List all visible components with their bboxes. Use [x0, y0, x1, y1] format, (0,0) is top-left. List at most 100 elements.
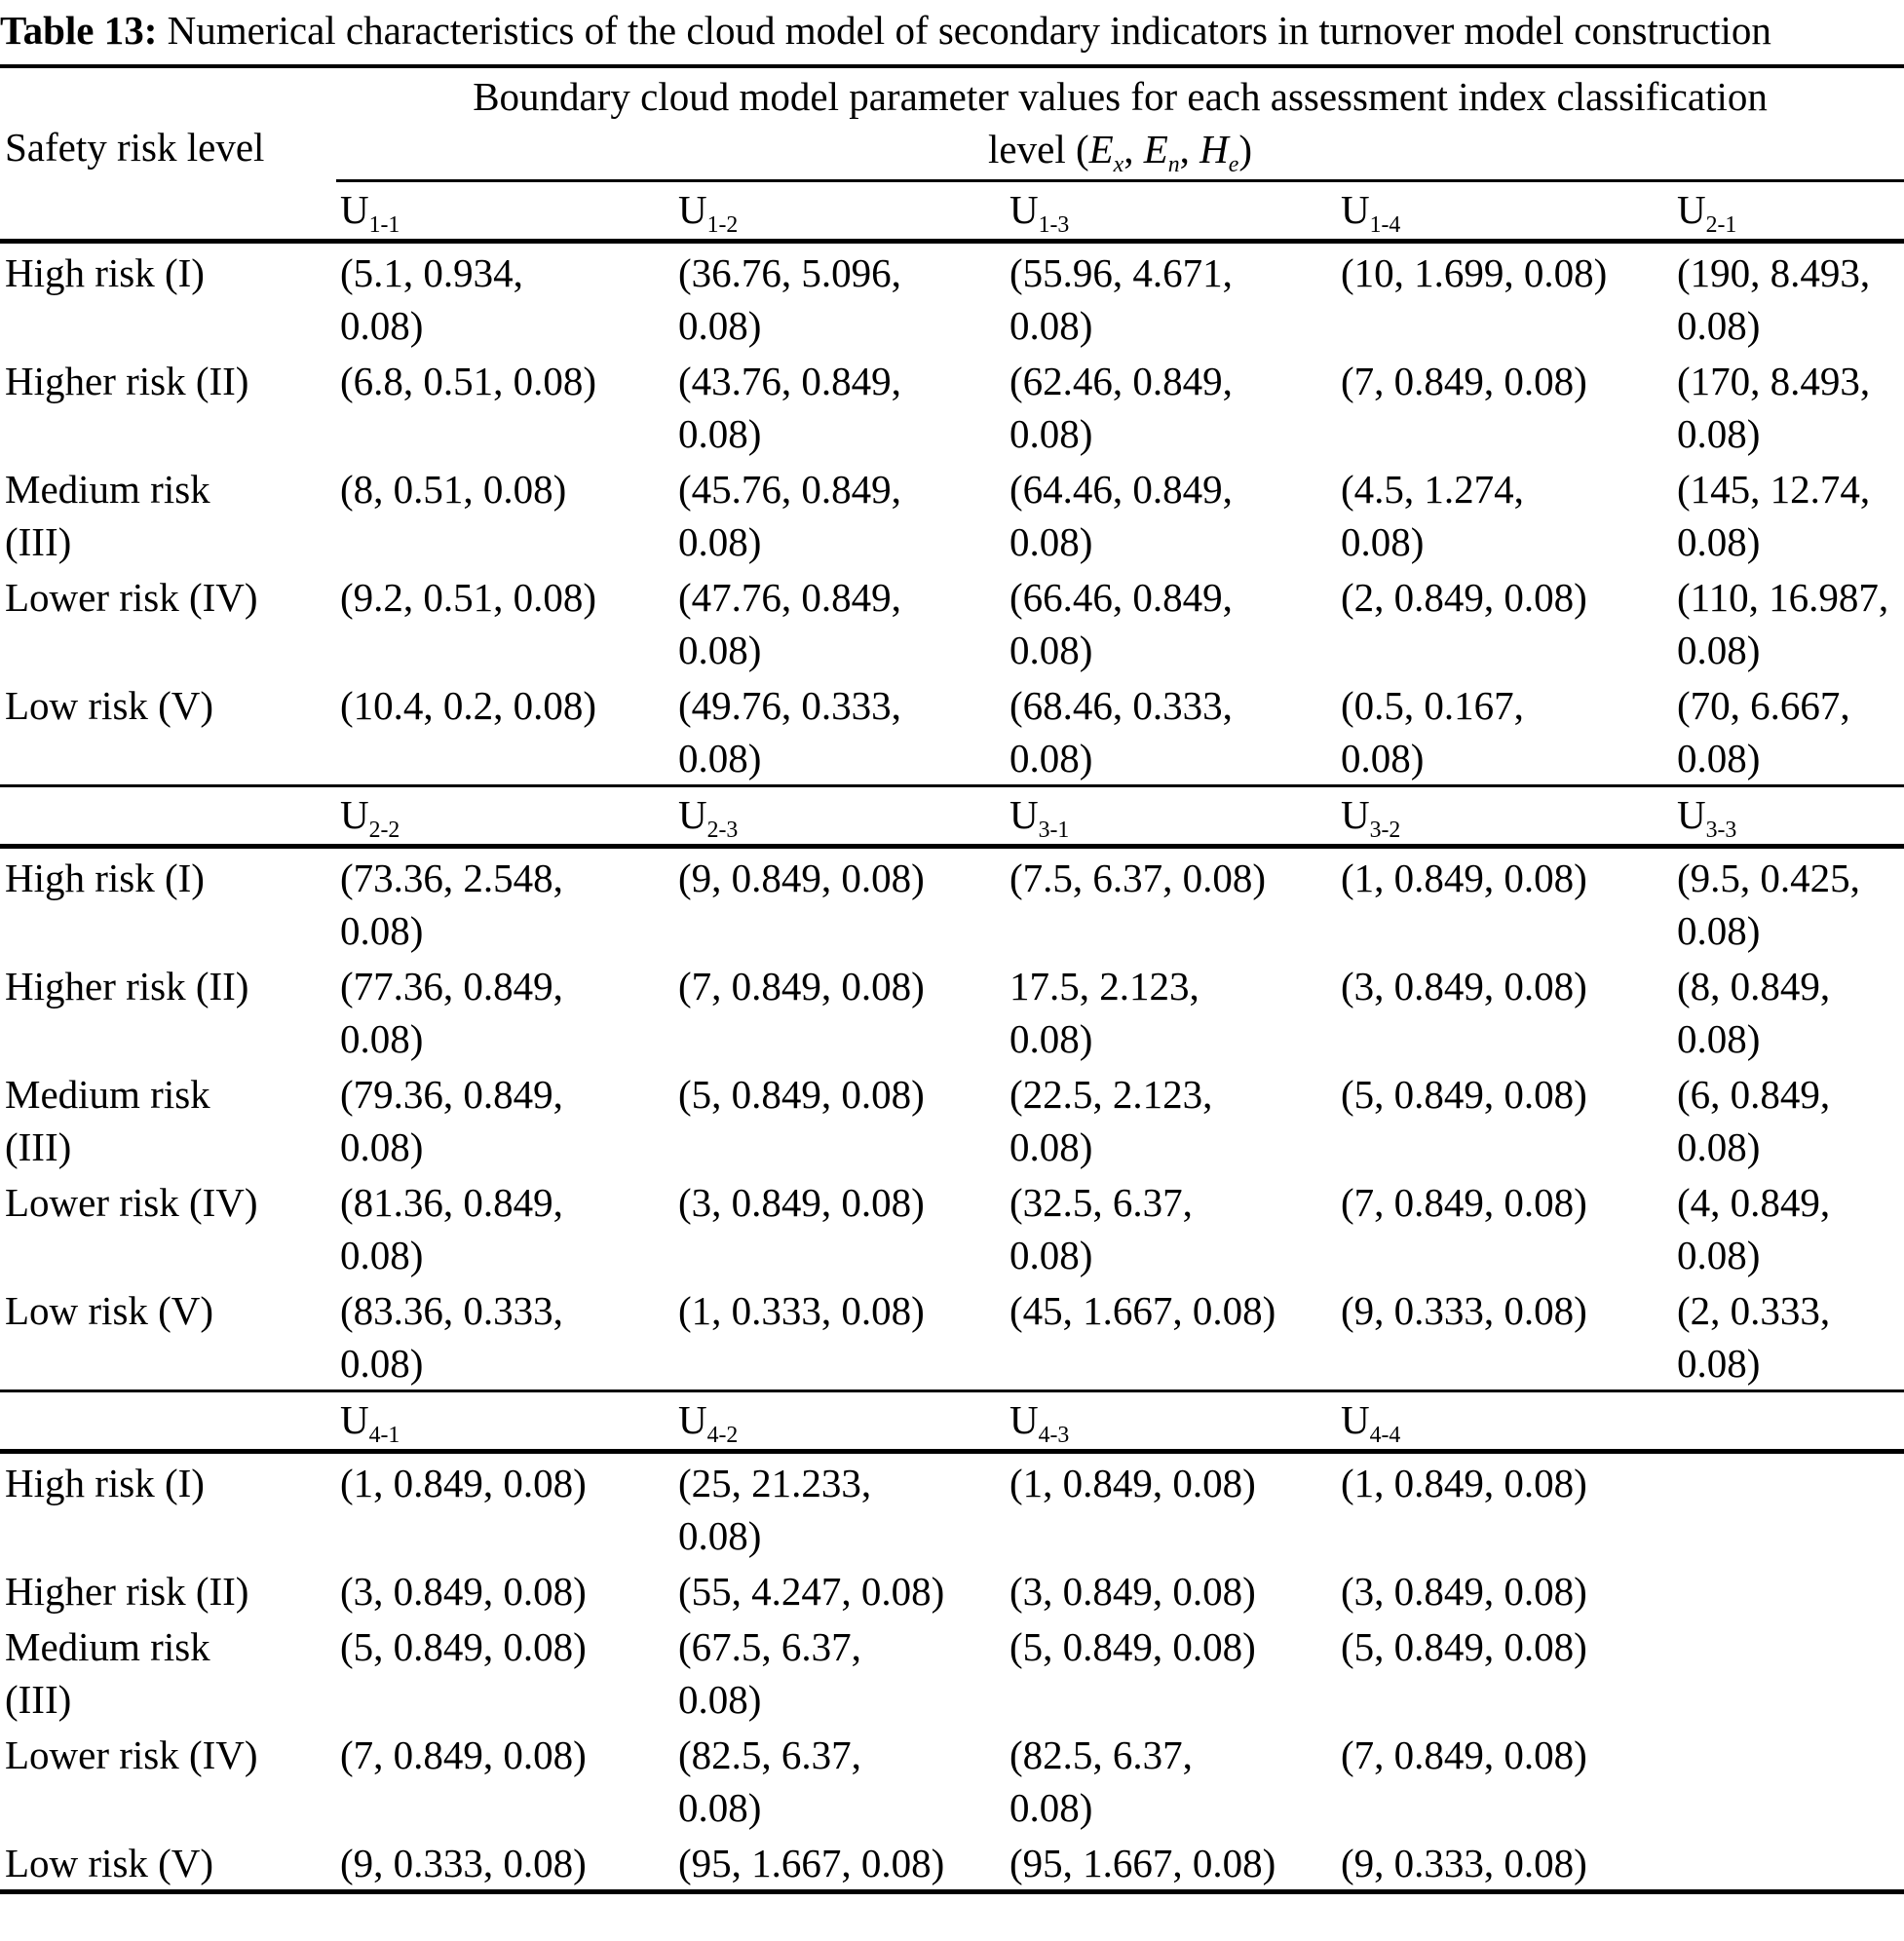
document-table: Safety risk level Boundary cloud model p…	[0, 64, 1904, 1894]
indicator-column-header: U4-3	[1006, 1389, 1337, 1454]
cloud-parameter-cell: (5, 0.849, 0.08)	[678, 1072, 925, 1117]
table-row: High risk (I) (73.36, 2.548, 0.08) (9, 0.84…	[0, 847, 1904, 958]
indicator-column-header: U3-3	[1673, 784, 1904, 849]
cloud-parameter-cell: (7, 0.849, 0.08)	[1341, 359, 1587, 403]
risk-level-label: High risk (I)	[5, 856, 205, 900]
risk-level-label: Higher risk (II)	[5, 359, 249, 403]
cloud-parameter-cell: (32.5, 6.37, 0.08)	[1009, 1180, 1193, 1277]
cloud-parameter-cell: (22.5, 2.123, 0.08)	[1009, 1072, 1213, 1169]
cloud-parameter-cell: (1, 0.849, 0.08)	[1009, 1461, 1256, 1505]
cloud-parameter-cell: (66.46, 0.849, 0.08)	[1009, 575, 1233, 672]
cloud-parameter-cell: (3, 0.849, 0.08)	[1341, 1569, 1587, 1614]
indicator-column-header: U1-3	[1006, 180, 1337, 244]
cloud-parameter-cell: (9, 0.333, 0.08)	[1341, 1841, 1587, 1885]
indicator-column-header: U2-3	[674, 784, 1006, 849]
cloud-parameter-cell: (4.5, 1.274, 0.08)	[1341, 467, 1524, 564]
header-row: Safety risk level Boundary cloud model p…	[0, 66, 1904, 182]
table-row: Lower risk (IV) (81.36, 0.849, 0.08) (3, 0.…	[0, 1173, 1904, 1281]
cloud-parameter-cell: (2, 0.849, 0.08)	[1341, 575, 1587, 620]
cloud-parameter-cell: (6.8, 0.51, 0.08)	[340, 359, 597, 403]
cloud-parameter-cell: (70, 6.667, 0.08)	[1677, 683, 1850, 780]
table-caption-text: Numerical characteristics of the cloud m…	[167, 8, 1771, 53]
cloud-parameter-cell: (95, 1.667, 0.08)	[1009, 1841, 1276, 1885]
cloud-parameter-cell: (1, 0.849, 0.08)	[1341, 856, 1587, 900]
risk-level-label: Medium risk (III)	[5, 1624, 210, 1722]
table-row: High risk (I) (1, 0.849, 0.08) (25, 21.233…	[0, 1452, 1904, 1563]
column-group-header: Boundary cloud model parameter values fo…	[336, 66, 1904, 182]
table-row: Low risk (V) (10.4, 0.2, 0.08) (49.76, 0.3…	[0, 676, 1904, 786]
cloud-parameter-cell: (9.2, 0.51, 0.08)	[340, 575, 597, 620]
section-header-row: U1-1 U1-2 U1-3 U1-4 U2-1	[0, 180, 1904, 244]
cloud-parameter-cell: (25, 21.233, 0.08)	[678, 1461, 872, 1558]
table-caption-number: Table 13:	[0, 8, 158, 53]
indicator-column-header: U3-1	[1006, 784, 1337, 849]
cloud-parameter-cell: (9, 0.849, 0.08)	[678, 856, 925, 900]
table-row: High risk (I) (5.1, 0.934, 0.08) (36.76, 5.…	[0, 242, 1904, 353]
cloud-parameter-cell: (7.5, 6.37, 0.08)	[1009, 856, 1267, 900]
indicator-column-header: U2-2	[336, 784, 674, 849]
risk-level-label: Medium risk (III)	[5, 467, 210, 564]
section-header-spacer	[0, 1389, 336, 1454]
cloud-parameter-cell: (45.76, 0.849, 0.08)	[678, 467, 901, 564]
indicator-column-header: U4-4	[1337, 1389, 1673, 1454]
cloud-parameter-cell: (3, 0.849, 0.08)	[340, 1569, 587, 1614]
group-header-line2: level (Ex, En, He)	[988, 127, 1252, 178]
table-caption: Table 13: Numerical characteristics of t…	[0, 0, 1904, 64]
section-header-row: U4-1 U4-2 U4-3 U4-4	[0, 1389, 1904, 1454]
cloud-parameter-cell: (9, 0.333, 0.08)	[340, 1841, 587, 1885]
cloud-parameter-cell	[1673, 1834, 1904, 1892]
cloud-parameter-cell: (7, 0.849, 0.08)	[678, 964, 925, 1009]
indicator-column-header: U1-2	[674, 180, 1006, 244]
row-dimension-header: Safety risk level	[5, 124, 265, 170]
cloud-parameter-cell	[1673, 1726, 1904, 1834]
cloud-parameter-cell: (62.46, 0.849, 0.08)	[1009, 359, 1233, 456]
table-row: Medium risk (III) (8, 0.51, 0.08) (45.76, 0…	[0, 460, 1904, 568]
risk-level-label: Lower risk (IV)	[5, 1180, 258, 1225]
cloud-parameter-cell: (2, 0.333, 0.08)	[1677, 1288, 1831, 1386]
cloud-parameter-cell: (3, 0.849, 0.08)	[1009, 1569, 1256, 1614]
risk-level-label: Lower risk (IV)	[5, 1732, 258, 1777]
cloud-parameter-cell: (5.1, 0.934, 0.08)	[340, 250, 523, 348]
table-row: Higher risk (II) (6.8, 0.51, 0.08) (43.76,…	[0, 352, 1904, 460]
risk-level-label: Low risk (V)	[5, 1841, 214, 1885]
cloud-parameter-cell: (1, 0.849, 0.08)	[340, 1461, 587, 1505]
risk-level-label: Low risk (V)	[5, 1288, 214, 1333]
cloud-parameter-cell: (170, 8.493, 0.08)	[1677, 359, 1871, 456]
table-row: Lower risk (IV) (7, 0.849, 0.08) (82.5, 6.…	[0, 1726, 1904, 1834]
table-row: Low risk (V) (83.36, 0.333, 0.08) (1, 0.333…	[0, 1281, 1904, 1391]
cloud-parameter-cell: (7, 0.849, 0.08)	[1341, 1180, 1587, 1225]
cloud-parameter-cell: (7, 0.849, 0.08)	[1341, 1732, 1587, 1777]
indicator-column-header	[1673, 1389, 1904, 1454]
indicator-column-header: U3-2	[1337, 784, 1673, 849]
table-row: Medium risk (III) (5, 0.849, 0.08) (67.5, 6…	[0, 1618, 1904, 1726]
indicator-column-header: U4-2	[674, 1389, 1006, 1454]
table-row: Low risk (V) (9, 0.333, 0.08) (95, 1.667, …	[0, 1834, 1904, 1892]
He-symbol: He	[1200, 127, 1239, 178]
cloud-parameter-cell: (43.76, 0.849, 0.08)	[678, 359, 901, 456]
risk-level-label: Low risk (V)	[5, 683, 214, 728]
cloud-parameter-cell: (5, 0.849, 0.08)	[340, 1624, 587, 1669]
cloud-parameter-cell: (10.4, 0.2, 0.08)	[340, 683, 597, 728]
cloud-parameter-cell: (45, 1.667, 0.08)	[1009, 1288, 1276, 1333]
cloud-parameter-cell: (73.36, 2.548, 0.08)	[340, 856, 563, 953]
cloud-parameter-cell: (36.76, 5.096, 0.08)	[678, 250, 901, 348]
table-row: Medium risk (III) (79.36, 0.849, 0.08) (5, 0…	[0, 1065, 1904, 1173]
cloud-parameter-cell: 17.5, 2.123, 0.08)	[1009, 964, 1200, 1061]
cloud-parameter-cell: (49.76, 0.333, 0.08)	[678, 683, 901, 780]
cloud-parameter-cell: (55.96, 4.671, 0.08)	[1009, 250, 1233, 348]
cloud-parameter-cell: (83.36, 0.333, 0.08)	[340, 1288, 563, 1386]
cloud-parameter-cell	[1673, 1562, 1904, 1618]
En-symbol: En	[1143, 127, 1180, 178]
cloud-parameter-cell	[1673, 1618, 1904, 1726]
cloud-parameter-cell: (5, 0.849, 0.08)	[1341, 1072, 1587, 1117]
section-header-spacer	[0, 784, 336, 849]
cloud-parameter-cell: (3, 0.849, 0.08)	[1341, 964, 1587, 1009]
table-row: Lower risk (IV) (9.2, 0.51, 0.08) (47.76, …	[0, 568, 1904, 676]
cloud-parameter-cell	[1673, 1452, 1904, 1563]
indicator-column-header: U4-1	[336, 1389, 674, 1454]
data-table-body: Safety risk level Boundary cloud model p…	[0, 66, 1904, 1892]
cloud-parameter-cell: (3, 0.849, 0.08)	[678, 1180, 925, 1225]
cloud-parameter-cell: (79.36, 0.849, 0.08)	[340, 1072, 563, 1169]
indicator-column-header: U1-1	[336, 180, 674, 244]
